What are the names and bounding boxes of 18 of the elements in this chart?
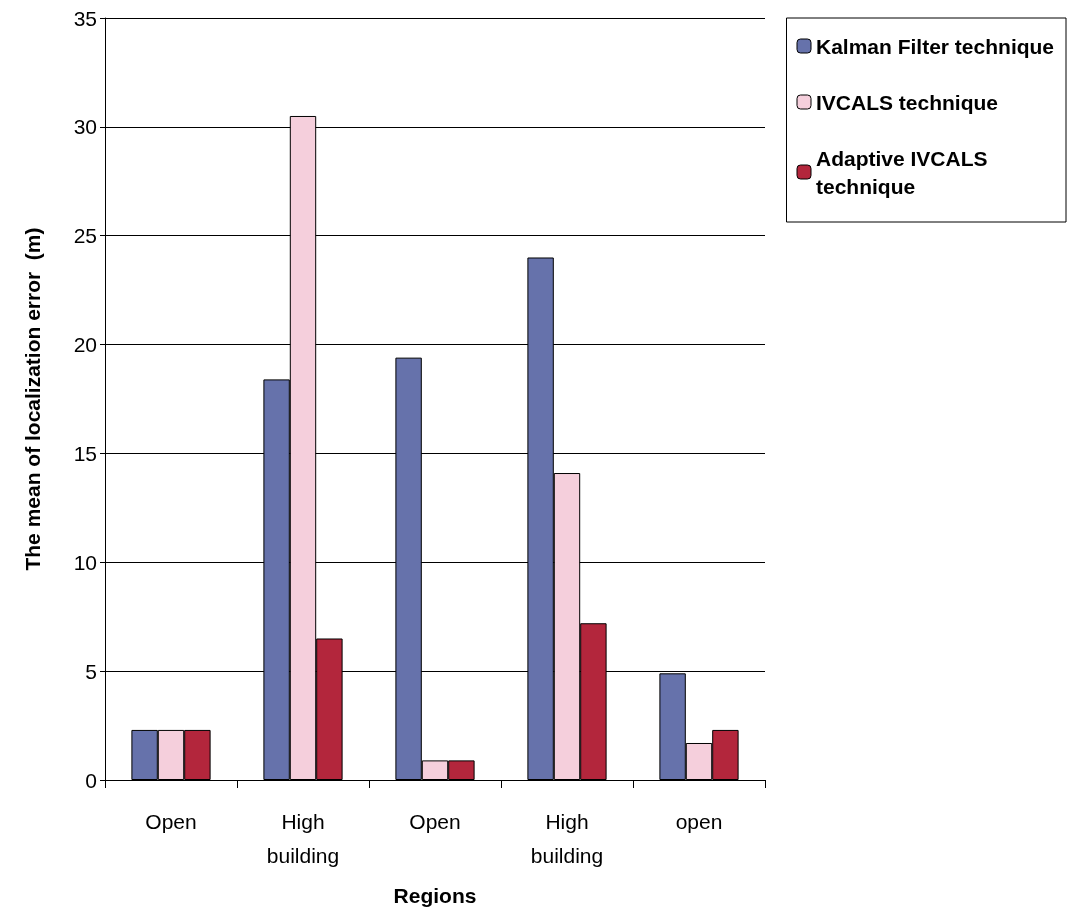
x-tick-label: Open <box>145 809 197 833</box>
y-tick-label: 15 <box>73 441 97 465</box>
y-tick-label: 20 <box>73 333 97 357</box>
legend-label: IVCALS technique <box>816 90 999 114</box>
y-tick-label: 35 <box>73 6 97 30</box>
legend-label: Kalman Filter technique <box>816 34 1055 58</box>
y-tick-label: 5 <box>85 659 97 683</box>
y-axis-title: The mean of localization error (m) <box>21 227 44 571</box>
legend-label: Adaptive IVCALS technique <box>816 146 994 198</box>
x-axis-title: Regions <box>393 884 477 907</box>
y-tick-label: 0 <box>85 768 97 792</box>
x-tick-label: open <box>675 809 723 833</box>
x-tick-label: Open <box>409 809 461 833</box>
x-tick-label: High building <box>530 809 604 867</box>
y-tick-label: 25 <box>73 224 97 248</box>
y-tick-label: 30 <box>73 115 97 139</box>
x-tick-label: High building <box>266 809 340 867</box>
y-tick-label: 10 <box>73 550 97 574</box>
